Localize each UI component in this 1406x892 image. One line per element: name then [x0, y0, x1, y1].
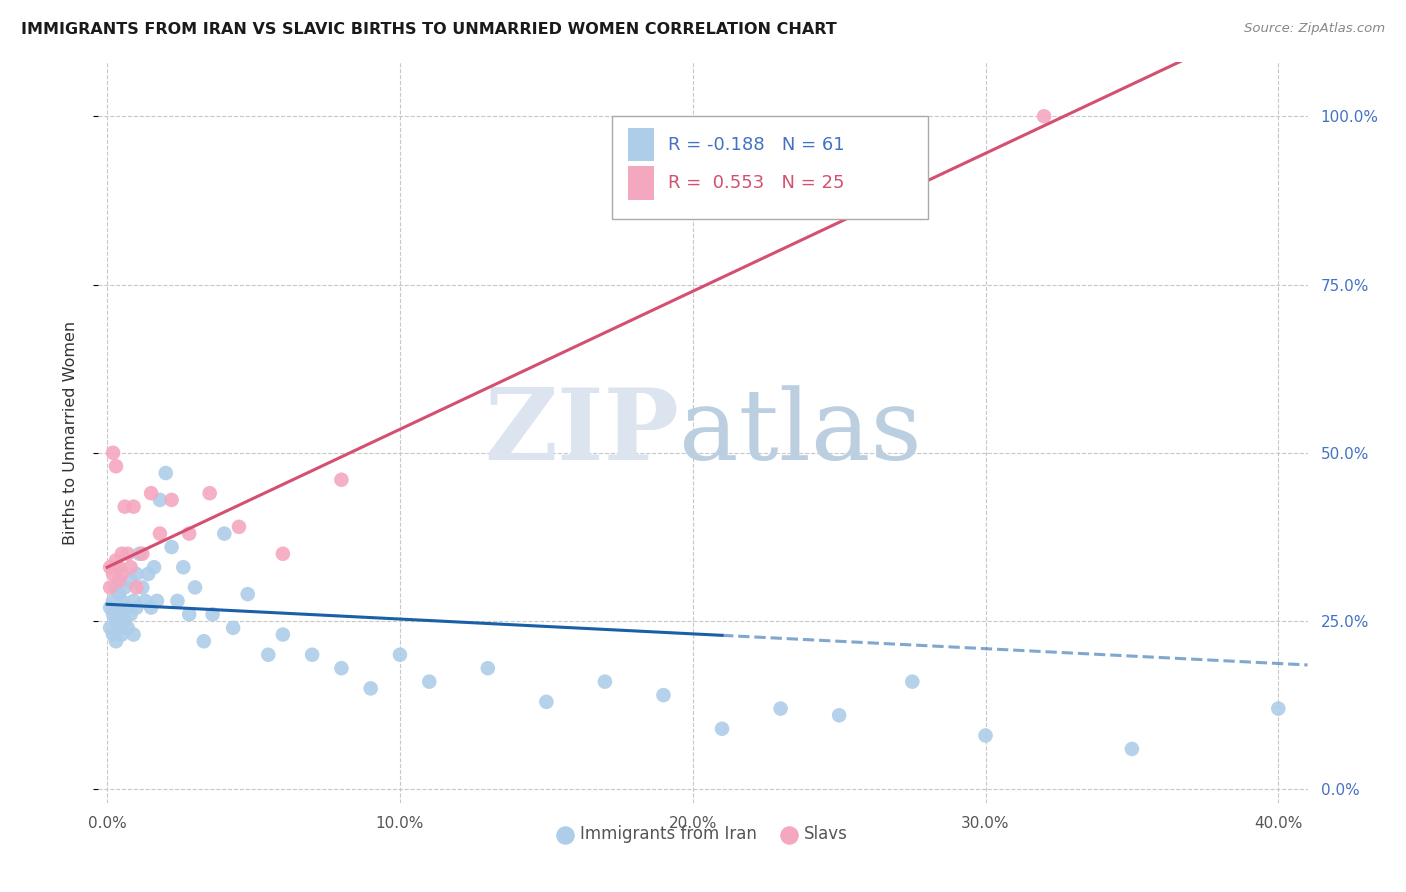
Point — [101, 607, 124, 622]
Point — [125, 600, 148, 615]
Point — [101, 446, 124, 460]
Point — [101, 594, 124, 608]
Point — [388, 648, 411, 662]
Point — [104, 553, 127, 567]
Point — [198, 486, 221, 500]
Point — [172, 560, 194, 574]
Point — [104, 459, 127, 474]
Point — [201, 607, 224, 622]
Point — [111, 594, 134, 608]
Point — [271, 547, 294, 561]
Point — [101, 566, 124, 581]
Point — [330, 473, 353, 487]
Point — [108, 600, 131, 615]
Text: R =  0.553   N = 25: R = 0.553 N = 25 — [668, 174, 845, 192]
Point — [301, 648, 323, 662]
Point — [117, 621, 139, 635]
Point — [104, 581, 127, 595]
Point — [136, 566, 159, 581]
Point — [120, 560, 142, 574]
Point — [114, 614, 136, 628]
Point — [134, 594, 156, 608]
Point — [360, 681, 382, 696]
Point — [330, 661, 353, 675]
Point — [418, 674, 440, 689]
Text: R = -0.188   N = 61: R = -0.188 N = 61 — [668, 136, 845, 153]
Point — [160, 492, 183, 507]
Point — [160, 540, 183, 554]
Point — [477, 661, 499, 675]
Point — [711, 722, 734, 736]
Point — [122, 627, 145, 641]
Point — [769, 701, 792, 715]
Point — [120, 574, 142, 588]
Point — [149, 492, 172, 507]
Point — [101, 627, 124, 641]
Point — [222, 621, 245, 635]
Point — [117, 600, 139, 615]
Point — [271, 627, 294, 641]
Point — [117, 547, 139, 561]
Point — [139, 486, 162, 500]
Point — [108, 574, 131, 588]
Point — [108, 587, 131, 601]
Point — [125, 581, 148, 595]
Point — [1121, 742, 1143, 756]
Point — [179, 526, 201, 541]
Point — [98, 560, 121, 574]
Point — [125, 566, 148, 581]
Point — [257, 648, 280, 662]
Point — [143, 560, 166, 574]
Point — [98, 581, 121, 595]
Point — [114, 500, 136, 514]
Point — [149, 526, 172, 541]
Point — [236, 587, 259, 601]
Point — [214, 526, 236, 541]
Point — [131, 581, 153, 595]
Point — [98, 621, 121, 635]
Point — [1267, 701, 1289, 715]
Point — [131, 547, 153, 561]
Point — [184, 581, 207, 595]
Point — [166, 594, 188, 608]
Point — [228, 520, 250, 534]
Text: atlas: atlas — [679, 384, 921, 481]
Point — [1033, 109, 1056, 123]
Point — [974, 729, 997, 743]
Point — [139, 600, 162, 615]
Point — [108, 621, 131, 635]
Y-axis label: Births to Unmarried Women: Births to Unmarried Women — [63, 320, 77, 545]
Point — [155, 466, 177, 480]
Point — [146, 594, 169, 608]
Point — [108, 560, 131, 574]
Point — [901, 674, 924, 689]
Point — [193, 634, 215, 648]
Text: Source: ZipAtlas.com: Source: ZipAtlas.com — [1244, 22, 1385, 36]
Point — [179, 607, 201, 622]
Text: IMMIGRANTS FROM IRAN VS SLAVIC BIRTHS TO UNMARRIED WOMEN CORRELATION CHART: IMMIGRANTS FROM IRAN VS SLAVIC BIRTHS TO… — [21, 22, 837, 37]
Point — [111, 607, 134, 622]
Point — [104, 634, 127, 648]
Point — [122, 500, 145, 514]
Point — [98, 600, 121, 615]
Text: ZIP: ZIP — [484, 384, 679, 481]
Point — [536, 695, 558, 709]
Point — [120, 607, 142, 622]
Point — [111, 566, 134, 581]
Point — [828, 708, 851, 723]
Point — [104, 614, 127, 628]
Point — [111, 627, 134, 641]
Point — [111, 547, 134, 561]
Point — [593, 674, 616, 689]
Point — [122, 594, 145, 608]
Point — [114, 581, 136, 595]
Legend: Immigrants from Iran, Slavs: Immigrants from Iran, Slavs — [551, 819, 855, 850]
Point — [652, 688, 675, 702]
Point — [128, 547, 150, 561]
